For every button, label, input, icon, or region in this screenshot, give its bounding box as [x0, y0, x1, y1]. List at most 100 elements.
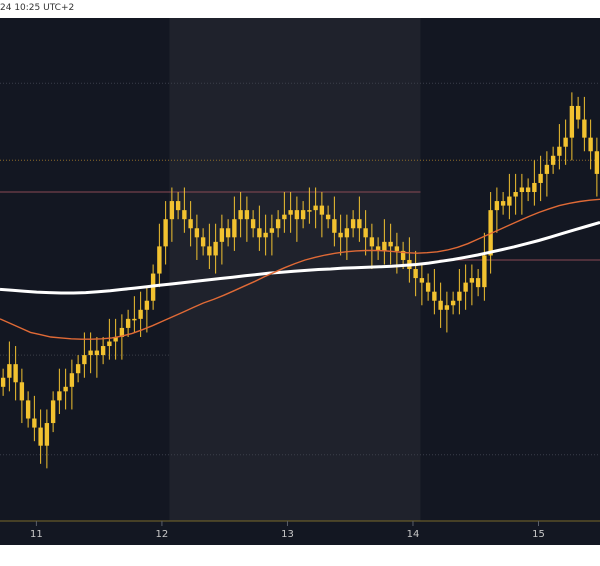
candle-body: [82, 355, 87, 365]
candle: [275, 210, 281, 238]
candle: [438, 282, 443, 328]
candle-body: [207, 246, 212, 256]
candle-body: [219, 228, 225, 242]
candle: [357, 196, 362, 242]
candle: [307, 187, 312, 224]
candle-body: [507, 196, 512, 206]
candle-body: [25, 400, 31, 419]
candle-body: [119, 327, 125, 337]
candle: [513, 173, 518, 215]
candle-body: [88, 350, 93, 356]
candle: [463, 264, 468, 310]
candle: [563, 119, 568, 165]
candle-body: [469, 278, 475, 283]
candle: [250, 210, 256, 238]
candle-body: [425, 282, 431, 292]
candle: [219, 214, 225, 265]
candle: [69, 359, 75, 410]
candle: [350, 210, 356, 238]
candle-body: [450, 300, 456, 306]
candle-body: [163, 219, 168, 247]
candle: [288, 192, 293, 233]
candle-body: [200, 237, 206, 247]
candle-body: [532, 182, 537, 193]
candle-body: [32, 418, 37, 428]
candle-body: [144, 300, 150, 310]
candle: [319, 192, 325, 238]
candle: [157, 223, 162, 288]
candle-body: [494, 201, 500, 211]
candle-body: [538, 173, 543, 183]
candle: [125, 309, 131, 337]
candle: [369, 223, 375, 270]
candle: [263, 214, 268, 256]
candle-body: [344, 228, 350, 238]
candle: [194, 214, 200, 260]
candle: [163, 201, 168, 265]
candle-body: [338, 232, 343, 238]
candle: [32, 395, 37, 442]
candle-body: [569, 105, 575, 138]
candle: [550, 146, 556, 174]
candle-body: [563, 137, 568, 147]
candle: [382, 219, 387, 265]
tick-label-14: 14: [407, 529, 420, 540]
candle: [50, 391, 56, 433]
candle-body: [282, 214, 287, 220]
candle: [144, 287, 150, 333]
candle-body: [525, 187, 531, 193]
candle-body: [232, 219, 237, 238]
candle-body: [57, 391, 62, 401]
chart-area[interactable]: 11 12 13 14 15: [0, 18, 600, 545]
candle-body: [475, 278, 481, 288]
candle: [200, 228, 206, 256]
candle-body: [294, 210, 300, 220]
candle: [238, 192, 243, 238]
top-bar: 24 10:25 UTC+2: [0, 0, 600, 18]
candle-body: [307, 210, 312, 212]
candle-body: [275, 219, 281, 229]
candle-body: [457, 291, 462, 301]
candle: [207, 223, 212, 270]
candle-body: [382, 241, 387, 251]
candle-body: [38, 427, 43, 446]
tick-label-12: 12: [156, 529, 169, 540]
price-chart[interactable]: 11 12 13 14 15: [0, 18, 600, 545]
candle: [294, 196, 300, 242]
highlight-band: [169, 18, 421, 521]
candle-body: [225, 228, 231, 238]
candle-body: [419, 278, 425, 283]
time-axis: [0, 521, 600, 545]
candle: [532, 160, 537, 206]
candle-body: [313, 205, 318, 211]
candle: [94, 336, 100, 378]
candle-body: [582, 119, 587, 138]
candle-body: [319, 205, 325, 215]
candle-body: [125, 318, 131, 328]
candle-body: [50, 400, 56, 424]
candle: [57, 368, 62, 414]
candle-body: [13, 364, 18, 383]
candle: [300, 201, 306, 229]
candle-body: [250, 219, 256, 229]
candle-body: [213, 241, 218, 256]
candle-body: [513, 192, 518, 197]
candle-body: [550, 155, 556, 165]
candle-body: [44, 423, 50, 446]
candle: [82, 332, 87, 378]
candle-body: [188, 219, 193, 229]
candle-body: [138, 309, 143, 319]
candle: [544, 151, 550, 197]
candle: [594, 137, 600, 197]
candle-body: [594, 151, 600, 174]
candle-body: [263, 232, 268, 238]
candle: [232, 196, 237, 251]
candle-body: [75, 364, 81, 374]
candle-body: [0, 377, 6, 387]
candle: [444, 291, 450, 333]
candle: [507, 173, 512, 220]
candle: [332, 196, 337, 247]
candle-body: [438, 300, 443, 310]
candle-body: [7, 364, 12, 378]
candle-body: [257, 228, 262, 238]
